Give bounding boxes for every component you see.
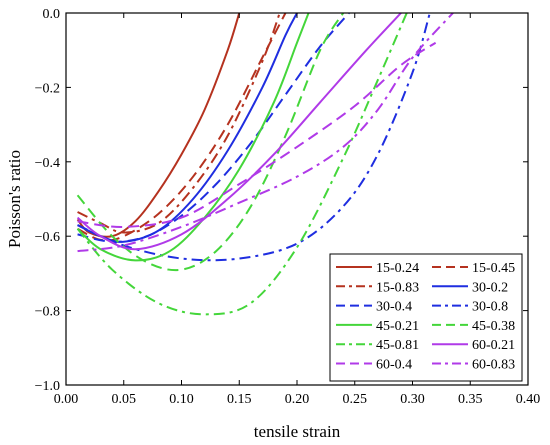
x-tick-label: 0.20 [285,392,310,407]
y-tick-label: 0.0 [43,7,61,22]
legend-box [329,253,523,382]
series-line-30-0.8 [77,13,431,262]
series-line-45-0.21 [76,13,310,262]
legend-label: 45-0.38 [472,319,515,334]
series-line-15-0.45 [77,13,287,242]
legend-label: 60-0.4 [376,358,412,373]
series-line-15-0.83 [77,13,281,234]
x-tick-label: 0.25 [343,392,368,407]
series-line-45-0.38 [76,13,345,272]
x-tick-label: 0.10 [169,392,194,407]
series-line-60-0.21 [76,13,402,251]
x-tick-label: 0.15 [227,392,252,407]
legend-label: 30-0.8 [472,300,508,315]
legend-label: 30-0.4 [376,300,412,315]
legend-label: 15-0.24 [376,261,419,276]
legend-label: 15-0.83 [376,280,419,295]
x-axis: 0.00 0.05 0.10 0.15 0.20 0.25 0.30 0.35 0.40 [54,13,541,407]
y-axis-title: Poisson's ratio [5,150,24,248]
legend-label: 45-0.81 [376,338,419,353]
series-line-30-0.4 [77,13,350,243]
series-line-60-0.4 [77,41,437,228]
series-line-60-0.83 [77,13,454,253]
y-tick-label: −0.2 [35,81,60,96]
legend-label: 30-0.2 [472,280,508,295]
x-tick-label: 0.00 [54,392,79,407]
x-tick-label: 0.30 [400,392,425,407]
series-line-45-0.81 [76,13,408,316]
legend-label: 45-0.21 [376,319,419,334]
y-axis: 0.0 −0.2 −0.4 −0.6 −0.8 −1.0 [35,7,528,394]
y-tick-label: −0.6 [35,230,60,245]
legend-label: 60-0.83 [472,358,515,373]
x-tick-label: 0.35 [458,392,483,407]
x-axis-title: tensile strain [254,422,341,441]
y-tick-label: −1.0 [35,379,60,394]
legend: 15-0.24 15-0.45 15-0.83 30-0.2 30-0.4 30-0.8 4… [329,253,523,382]
legend-label: 15-0.45 [472,261,515,276]
series-line-30-0.2 [77,13,298,243]
x-tick-label: 0.40 [516,392,541,407]
legend-label: 60-0.21 [472,338,515,353]
series-lines [76,13,454,316]
x-tick-label: 0.05 [112,392,137,407]
y-tick-label: −0.4 [35,156,60,171]
y-tick-label: −0.8 [35,305,60,320]
